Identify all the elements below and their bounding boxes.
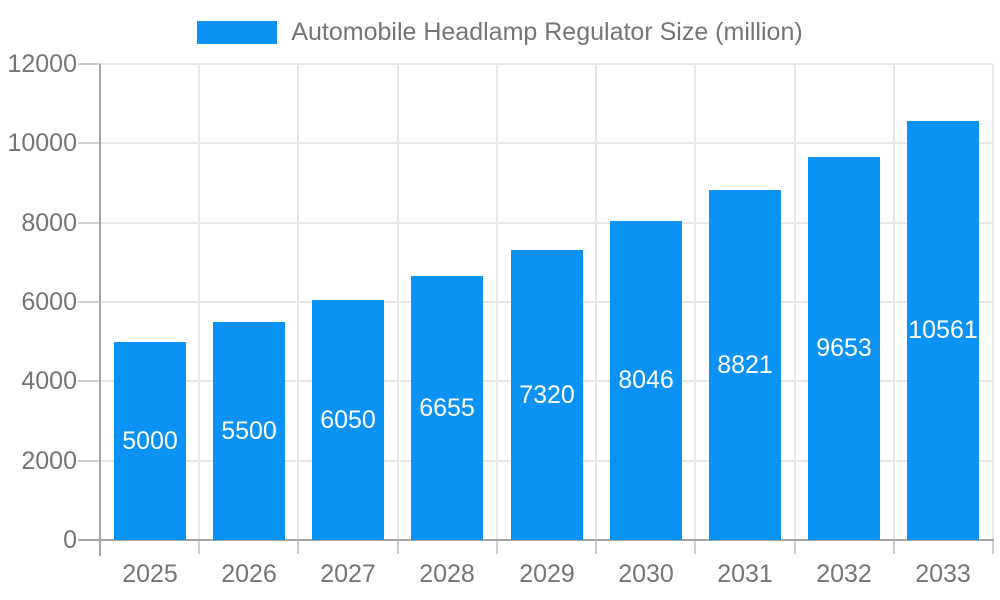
legend-label: Automobile Headlamp Regulator Size (mill… <box>291 18 803 46</box>
x-tick <box>595 541 597 554</box>
x-tick <box>198 541 200 554</box>
y-tick <box>78 380 100 382</box>
x-axis-label: 2030 <box>618 560 674 588</box>
y-axis-line <box>99 64 101 556</box>
x-axis-label: 2029 <box>519 560 575 588</box>
x-tick <box>297 541 299 554</box>
bar-value-label: 5000 <box>122 426 178 455</box>
x-axis-label: 2027 <box>320 560 376 588</box>
x-gridline <box>595 64 597 540</box>
x-gridline <box>992 64 994 540</box>
x-tick <box>794 541 796 554</box>
x-tick <box>893 541 895 554</box>
bar-value-label: 5500 <box>221 416 277 445</box>
bar[interactable]: 10561 <box>907 121 979 540</box>
y-tick <box>78 222 100 224</box>
bar[interactable]: 5500 <box>213 322 285 540</box>
y-tick <box>78 63 100 65</box>
bar-value-label: 8821 <box>717 350 773 379</box>
x-tick <box>496 541 498 554</box>
x-gridline <box>794 64 796 540</box>
x-gridline <box>496 64 498 540</box>
bar-value-label: 10561 <box>908 316 978 344</box>
y-gridline <box>100 63 993 65</box>
y-tick <box>78 460 100 462</box>
legend[interactable]: Automobile Headlamp Regulator Size (mill… <box>0 15 1000 49</box>
x-axis-label: 2028 <box>419 560 475 588</box>
bar[interactable]: 8046 <box>610 221 682 540</box>
y-axis-label: 8000 <box>21 209 77 237</box>
y-axis-label: 2000 <box>21 447 77 475</box>
x-gridline <box>694 64 696 540</box>
x-tick <box>992 541 994 554</box>
x-tick <box>397 541 399 554</box>
bar-value-label: 9653 <box>816 334 872 362</box>
x-gridline <box>893 64 895 540</box>
y-axis-label: 4000 <box>21 367 77 395</box>
x-axis-label: 2032 <box>816 560 872 588</box>
x-gridline <box>397 64 399 540</box>
x-tick <box>694 541 696 554</box>
x-axis-label: 2031 <box>717 560 773 588</box>
bar[interactable]: 6050 <box>312 300 384 540</box>
y-axis-label: 0 <box>63 526 77 554</box>
y-gridline <box>100 222 993 224</box>
x-axis-label: 2025 <box>122 560 178 588</box>
y-axis-label: 10000 <box>7 129 77 157</box>
x-gridline <box>297 64 299 540</box>
y-axis-label: 12000 <box>7 50 77 78</box>
bar[interactable]: 6655 <box>411 276 483 540</box>
bar[interactable]: 7320 <box>511 250 583 540</box>
bar-value-label: 8046 <box>618 366 674 394</box>
bar-value-label: 6655 <box>419 393 475 422</box>
x-axis-label: 2026 <box>221 560 277 588</box>
x-gridline <box>198 64 200 540</box>
x-axis-label: 2033 <box>915 560 971 588</box>
bar-value-label: 7320 <box>519 380 575 409</box>
bar[interactable]: 9653 <box>808 157 880 540</box>
bar[interactable]: 5000 <box>114 342 186 540</box>
y-tick <box>78 142 100 144</box>
y-axis-label: 6000 <box>21 288 77 316</box>
y-tick <box>78 301 100 303</box>
bar[interactable]: 8821 <box>709 190 781 540</box>
x-axis-line <box>78 539 994 541</box>
legend-swatch <box>197 20 278 44</box>
y-gridline <box>100 142 993 144</box>
bar-value-label: 6050 <box>320 405 376 434</box>
